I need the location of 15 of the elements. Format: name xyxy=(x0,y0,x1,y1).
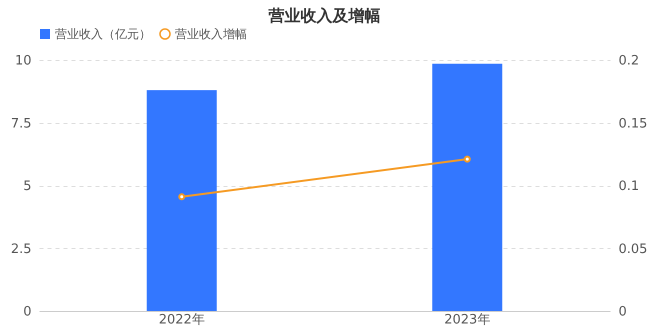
legend-label: 营业收入（亿元） xyxy=(55,27,151,41)
y2-tick-label: 0.05 xyxy=(618,242,648,257)
y2-tick-label: 0.15 xyxy=(618,116,648,132)
y-tick-label: 0 xyxy=(23,304,32,320)
y2-tick-label: 0.1 xyxy=(618,179,640,194)
x-tick-label: 2022年 xyxy=(158,312,205,328)
x-tick-label: 2023年 xyxy=(444,312,490,328)
y-tick-label: 5 xyxy=(23,179,32,194)
y2-tick-label: 0 xyxy=(618,304,627,320)
legend-label: 营业收入增幅 xyxy=(175,27,247,41)
y-tick-label: 10 xyxy=(14,54,32,68)
y-tick-label: 7.5 xyxy=(10,116,32,132)
chart-title: 营业收入及增幅 xyxy=(268,6,380,25)
y-tick-label: 2.5 xyxy=(10,242,32,257)
y2-tick-label: 0.2 xyxy=(618,54,640,68)
